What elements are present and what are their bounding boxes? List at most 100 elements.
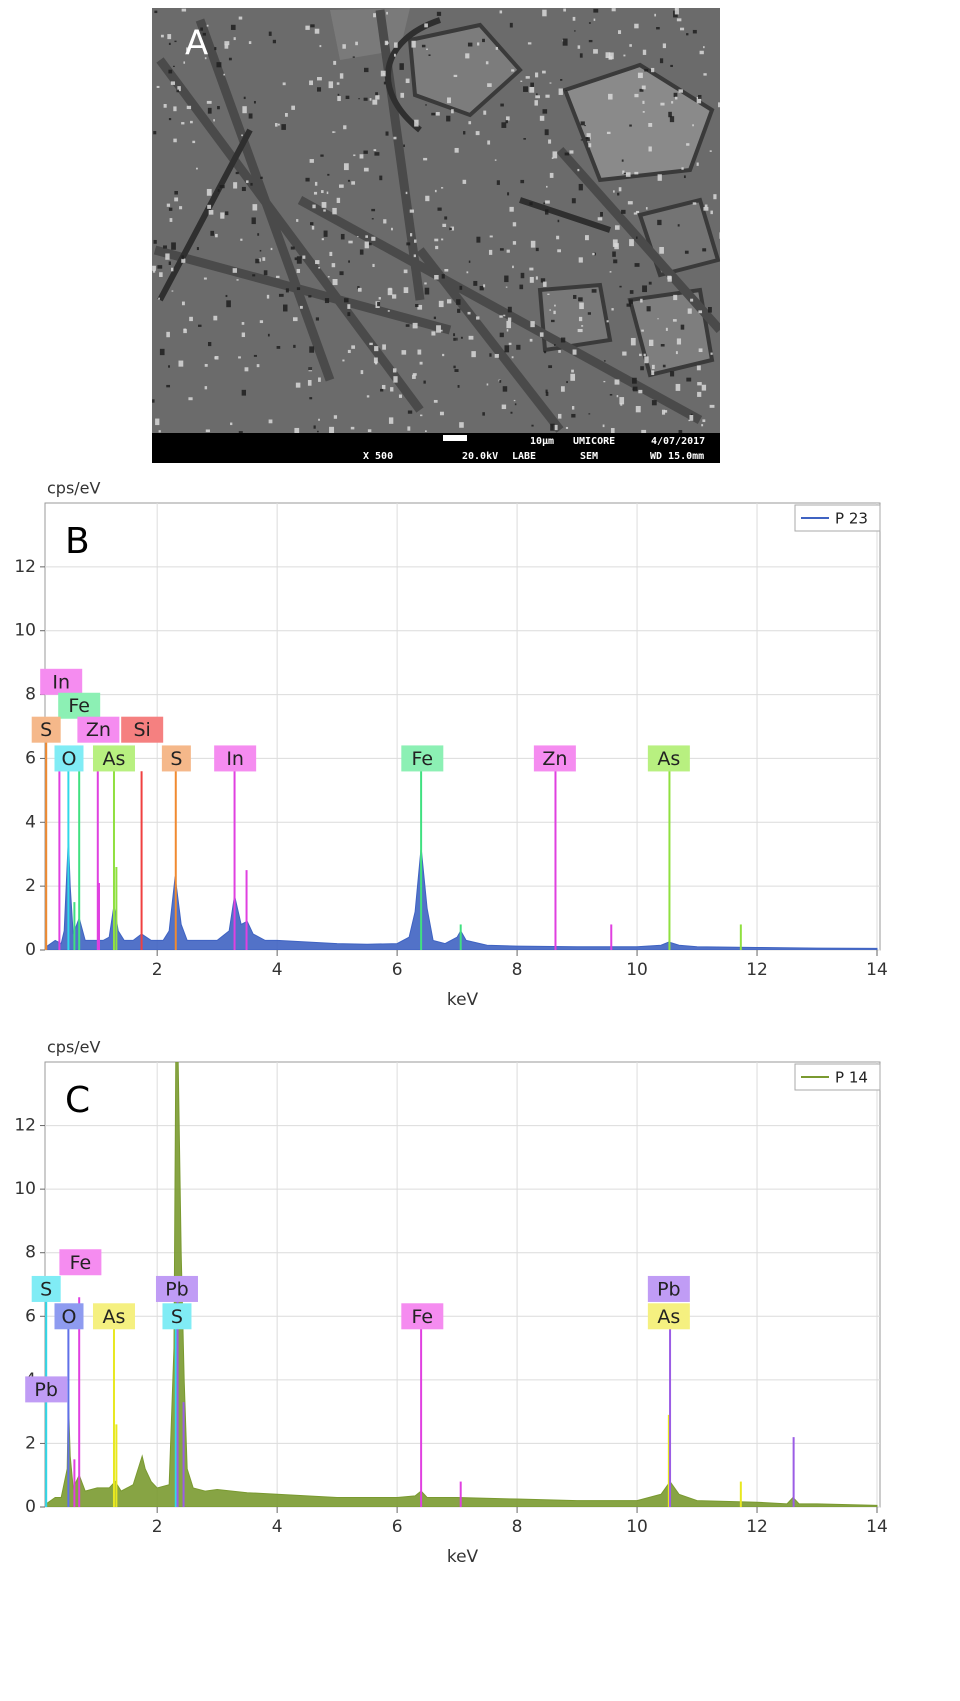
element-label-box xyxy=(155,1275,198,1302)
particle xyxy=(374,152,380,156)
particle xyxy=(719,232,720,239)
particle xyxy=(228,57,232,61)
particle xyxy=(282,82,286,86)
particle xyxy=(609,394,613,396)
element-label: As xyxy=(103,1306,126,1328)
particle xyxy=(622,351,627,356)
particle xyxy=(386,11,388,15)
particle xyxy=(512,241,517,245)
particle xyxy=(511,356,514,359)
particle xyxy=(662,43,667,49)
particle xyxy=(648,281,652,285)
particle xyxy=(345,95,350,100)
particle xyxy=(268,31,272,36)
particle xyxy=(181,258,186,263)
particle xyxy=(688,420,691,422)
particle xyxy=(483,110,487,115)
particle xyxy=(504,275,509,283)
particle xyxy=(536,93,538,96)
particle xyxy=(479,286,484,291)
particle xyxy=(640,366,644,371)
particle xyxy=(639,88,644,92)
particle xyxy=(168,261,171,265)
particle xyxy=(680,324,685,330)
particle xyxy=(696,162,699,166)
particle xyxy=(321,202,327,208)
particle xyxy=(337,96,341,102)
particle xyxy=(276,346,281,349)
particle xyxy=(499,315,503,318)
particle xyxy=(339,73,344,79)
particle xyxy=(648,146,652,152)
particle xyxy=(293,344,296,348)
particle xyxy=(593,49,598,54)
particle xyxy=(477,42,480,46)
particle xyxy=(475,131,480,136)
particle xyxy=(614,379,620,385)
particle xyxy=(421,44,426,48)
lab-code: LABE xyxy=(512,451,536,462)
particle xyxy=(248,113,253,119)
particle xyxy=(235,171,239,175)
particle xyxy=(637,72,643,79)
particle xyxy=(369,342,373,346)
element-label: O xyxy=(62,1306,77,1328)
particle xyxy=(610,428,615,433)
particle xyxy=(501,404,507,410)
element-label: O xyxy=(62,748,77,770)
particle xyxy=(563,8,566,12)
legend-label: P 14 xyxy=(835,1069,868,1087)
particle xyxy=(467,311,471,315)
particle xyxy=(507,192,510,196)
y-tick-label: 2 xyxy=(25,1433,36,1453)
element-label-box xyxy=(31,1275,61,1302)
particle xyxy=(476,316,480,320)
particle xyxy=(217,106,220,110)
particle xyxy=(365,235,369,238)
particle xyxy=(656,27,660,30)
particle xyxy=(476,236,481,243)
element-label: Fe xyxy=(412,748,434,770)
particle xyxy=(360,370,364,375)
particle xyxy=(544,350,547,354)
particle xyxy=(339,184,344,188)
particle xyxy=(153,239,157,244)
particle xyxy=(611,308,614,311)
particle xyxy=(713,194,717,200)
particle xyxy=(216,62,222,68)
particle xyxy=(690,298,694,302)
particle xyxy=(549,172,554,178)
particle xyxy=(558,350,561,353)
particle xyxy=(248,41,252,45)
particle xyxy=(641,329,644,332)
particle xyxy=(319,45,322,48)
particle xyxy=(529,276,534,283)
element-label: As xyxy=(657,748,680,770)
particle xyxy=(310,222,314,226)
particle xyxy=(204,386,208,390)
particle xyxy=(548,139,552,144)
particle xyxy=(545,200,550,204)
particle xyxy=(660,344,665,347)
particle xyxy=(352,56,355,58)
element-label-box xyxy=(59,1249,102,1276)
particle xyxy=(177,86,181,92)
particle xyxy=(674,8,679,15)
particle xyxy=(356,236,359,238)
particle xyxy=(401,350,407,355)
particle xyxy=(332,207,337,215)
particle xyxy=(696,365,701,371)
particle xyxy=(359,249,364,255)
element-label-box xyxy=(121,716,164,743)
particle xyxy=(347,312,351,317)
particle xyxy=(159,272,163,277)
particle xyxy=(316,77,322,81)
particle xyxy=(529,87,535,93)
particle xyxy=(678,89,683,93)
particle xyxy=(527,42,532,45)
particle xyxy=(433,316,437,320)
particle xyxy=(471,351,476,358)
particle xyxy=(621,209,626,214)
particle xyxy=(296,256,302,264)
